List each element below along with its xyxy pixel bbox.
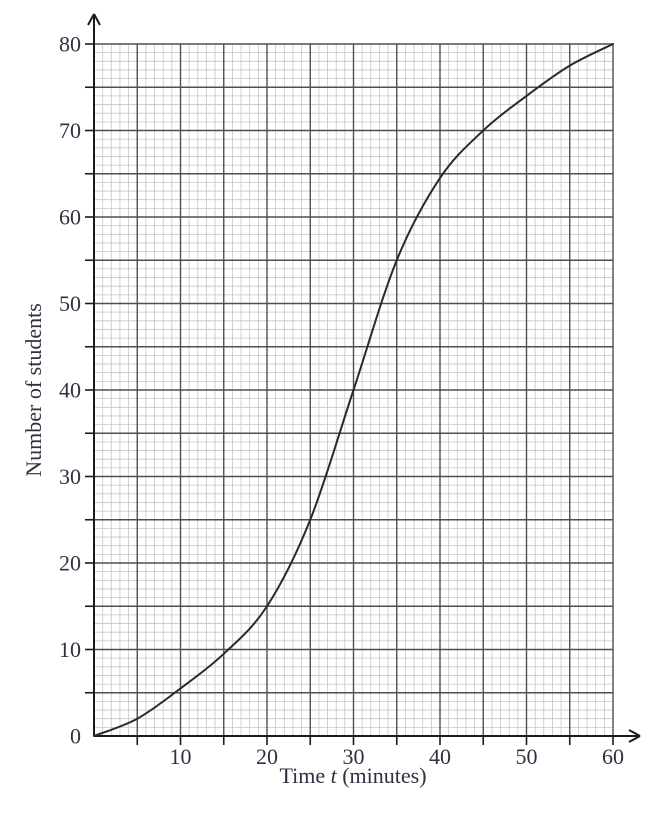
x-axis-title-variable: t (330, 763, 337, 788)
tick-label: 50 (59, 291, 81, 316)
tick-label: 20 (59, 551, 81, 576)
x-axis-title: Time t (minutes) (279, 763, 426, 789)
y-tick-labels: 0 10 20 30 40 50 60 70 80 (59, 32, 81, 749)
tick-label: 10 (170, 744, 192, 769)
y-axis-title: Number of students (21, 303, 46, 477)
x-tick-labels: 10 20 30 40 50 60 (170, 744, 625, 769)
tick-label: 60 (602, 744, 624, 769)
x-axis-title-suffix: (minutes) (336, 763, 427, 788)
axes (87, 13, 641, 743)
tick-label: 70 (59, 118, 81, 143)
tick-label: 0 (70, 724, 81, 749)
tick-label: 80 (59, 32, 81, 57)
tick-label: 40 (59, 378, 81, 403)
tick-label: 20 (256, 744, 278, 769)
tick-label: 30 (343, 744, 365, 769)
tick-label: 50 (516, 744, 538, 769)
x-axis-title-prefix: Time (279, 763, 331, 788)
tick-label: 60 (59, 205, 81, 230)
cumulative-frequency-curve (93, 43, 614, 737)
tick-marks (85, 43, 614, 745)
tick-label: 40 (429, 744, 451, 769)
tick-label: 10 (59, 637, 81, 662)
tick-label: 30 (59, 464, 81, 489)
